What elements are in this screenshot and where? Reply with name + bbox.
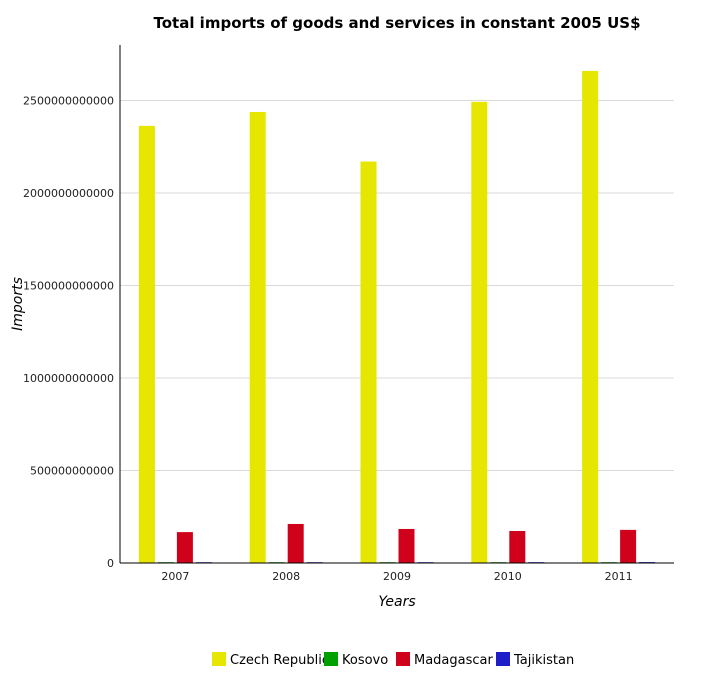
legend-swatch <box>396 652 410 666</box>
x-tick-label: 2009 <box>383 570 411 583</box>
bar-madagascar-2007 <box>176 532 193 563</box>
bar-madagascar-2008 <box>287 523 304 563</box>
y-tick-label: 2500000000000 <box>23 95 114 108</box>
x-tick-label: 2011 <box>605 570 633 583</box>
legend-swatch <box>324 652 338 666</box>
bar-czech-republic-2011 <box>582 70 599 564</box>
bar-czech-republic-2007 <box>138 125 155 563</box>
legend-label: Madagascar <box>414 653 494 668</box>
legend-label: Tajikistan <box>513 653 574 668</box>
y-axis-ticks: 0 500000000000 1000000000000 1500000000000 2… <box>23 95 114 571</box>
legend-label: Czech Republic <box>230 653 329 668</box>
x-tick-label: 2007 <box>161 570 189 583</box>
chart-title: Total imports of goods and services in c… <box>153 14 640 32</box>
x-axis-ticks: 2007 2008 2009 2010 2011 <box>161 570 632 583</box>
legend: Czech Republic Kosovo Madagascar Tajikistan <box>212 652 574 668</box>
bar-madagascar-2010 <box>509 530 526 563</box>
bar-madagascar-2009 <box>398 528 415 563</box>
y-axis-label: Imports <box>10 277 26 331</box>
legend-swatch <box>212 652 226 666</box>
y-tick-label: 1500000000000 <box>23 280 114 293</box>
y-tick-label: 1000000000000 <box>23 372 114 385</box>
bar-czech-republic-2010 <box>471 101 488 564</box>
x-tick-label: 2010 <box>494 570 522 583</box>
legend-label: Kosovo <box>342 653 388 668</box>
legend-swatch <box>496 652 510 666</box>
bar-madagascar-2011 <box>620 529 637 563</box>
y-tick-label: 2000000000000 <box>23 187 114 200</box>
bars <box>138 70 656 564</box>
x-tick-label: 2008 <box>272 570 300 583</box>
y-tick-label: 500000000000 <box>30 465 114 478</box>
bar-czech-republic-2008 <box>249 111 266 563</box>
y-tick-label: 0 <box>107 557 114 570</box>
x-axis-label: Years <box>378 594 415 610</box>
bar-czech-republic-2009 <box>360 161 377 564</box>
